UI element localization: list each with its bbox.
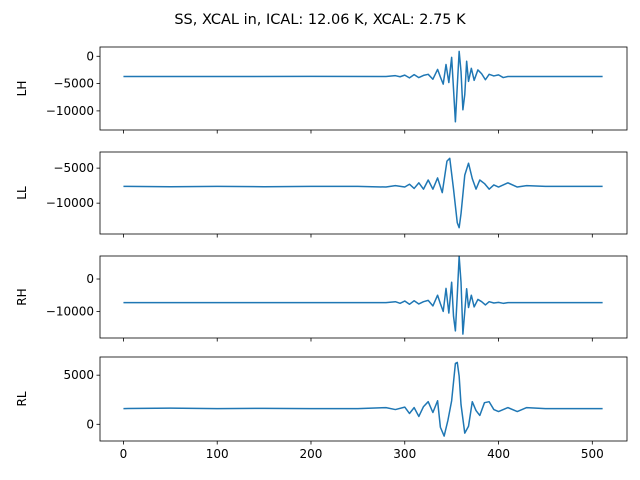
- series-line-panel-0-0: [123, 50, 603, 123]
- ytick-label-panel-1-0: −5000: [53, 161, 94, 175]
- xtick-label-3: 300: [393, 447, 416, 461]
- axes-frame-panel-0: [99, 46, 628, 131]
- axes-frame-panel-1: [99, 151, 628, 235]
- ylabel-panel-2: RH: [15, 288, 29, 305]
- ytick-label-panel-3-0: 5000: [63, 368, 94, 382]
- panel-1: −5000 −10000 LL: [15, 151, 628, 238]
- panel-2: 0 −10000 RH: [15, 255, 628, 342]
- axes-frame-panel-3: [99, 356, 628, 442]
- panel-3: 5000 0 0 100 200 300 400 500 RL: [15, 356, 628, 461]
- ytick-label-panel-3-1: 0: [86, 417, 94, 431]
- xtick-label-0: 0: [120, 447, 128, 461]
- xtick-label-1: 100: [206, 447, 229, 461]
- ytick-label-panel-0-1: −5000: [53, 77, 94, 91]
- series-line-panel-3-0: [123, 361, 603, 437]
- ytick-label-panel-1-1: −10000: [46, 196, 94, 210]
- ylabel-panel-0: LH: [15, 81, 29, 97]
- chart-title: SS, XCAL in, ICAL: 12.06 K, XCAL: 2.75 K: [174, 12, 466, 28]
- xtick-label-2: 200: [300, 447, 323, 461]
- ytick-label-panel-0-0: 0: [86, 49, 94, 63]
- ytick-label-panel-2-1: −10000: [46, 304, 94, 318]
- series-line-panel-1-0: [123, 157, 603, 229]
- xtick-label-5: 500: [581, 447, 604, 461]
- axes-frame-panel-2: [99, 255, 628, 339]
- xtick-label-4: 400: [487, 447, 510, 461]
- ylabel-panel-1: LL: [15, 186, 29, 200]
- series-line-panel-2-0: [123, 255, 603, 335]
- ytick-label-panel-2-0: 0: [86, 272, 94, 286]
- ylabel-panel-3: RL: [15, 391, 29, 406]
- ytick-label-panel-0-2: −10000: [46, 104, 94, 118]
- panels: 0−5000−10000LH−5000−10000LL0−10000RH5000…: [15, 46, 628, 461]
- panel-0: 0 −5000 −10000 LH: [15, 46, 628, 134]
